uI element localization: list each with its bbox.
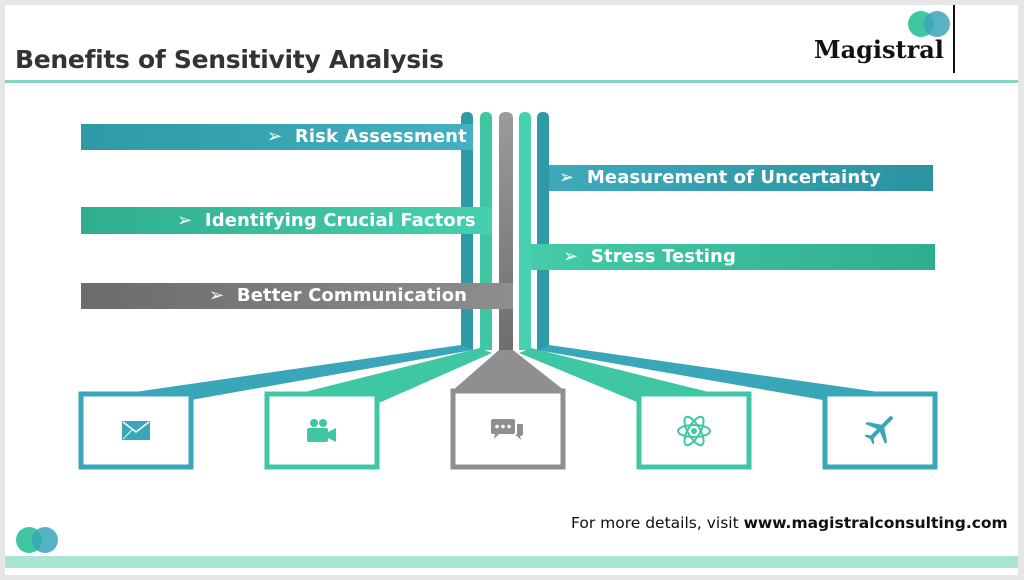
benefits-diagram (78, 112, 938, 470)
slide: Benefits of Sensitivity Analysis Magistr… (5, 5, 1018, 575)
ribbon-factors (81, 207, 492, 234)
website-link[interactable]: www.magistralconsulting.com (743, 514, 1008, 532)
mail-icon (122, 421, 150, 440)
ribbon-uncertainty (549, 165, 933, 191)
benefit-communication-label: ➢ Better Communication (209, 285, 468, 306)
connector-fans (79, 345, 935, 402)
footer-circles-icon (16, 527, 58, 553)
logo-divider (953, 5, 955, 73)
chat-icon (491, 419, 523, 440)
title-underline (5, 80, 1018, 83)
benefit-stress-label: ➢ Stress Testing (563, 246, 736, 267)
logo-circles-icon (908, 11, 950, 37)
ribbon-stress (531, 244, 935, 270)
video-camera-icon (307, 419, 336, 442)
ribbon-communication (81, 283, 513, 309)
ribbon-risk (81, 124, 473, 150)
page-title: Benefits of Sensitivity Analysis (15, 45, 444, 74)
bottom-accent-bar (5, 556, 1018, 568)
footer-note: For more details, visit www.magistralcon… (571, 514, 1008, 532)
atom-icon (677, 415, 711, 447)
benefit-uncertainty-label: ➢ Measurement of Uncertainty (559, 167, 881, 188)
benefit-factors-label: ➢ Identifying Crucial Factors (177, 210, 476, 231)
logo-wordmark: Magistral (814, 35, 944, 64)
benefit-risk-label: ➢ Risk Assessment (267, 126, 467, 147)
airplane-icon (864, 416, 893, 445)
